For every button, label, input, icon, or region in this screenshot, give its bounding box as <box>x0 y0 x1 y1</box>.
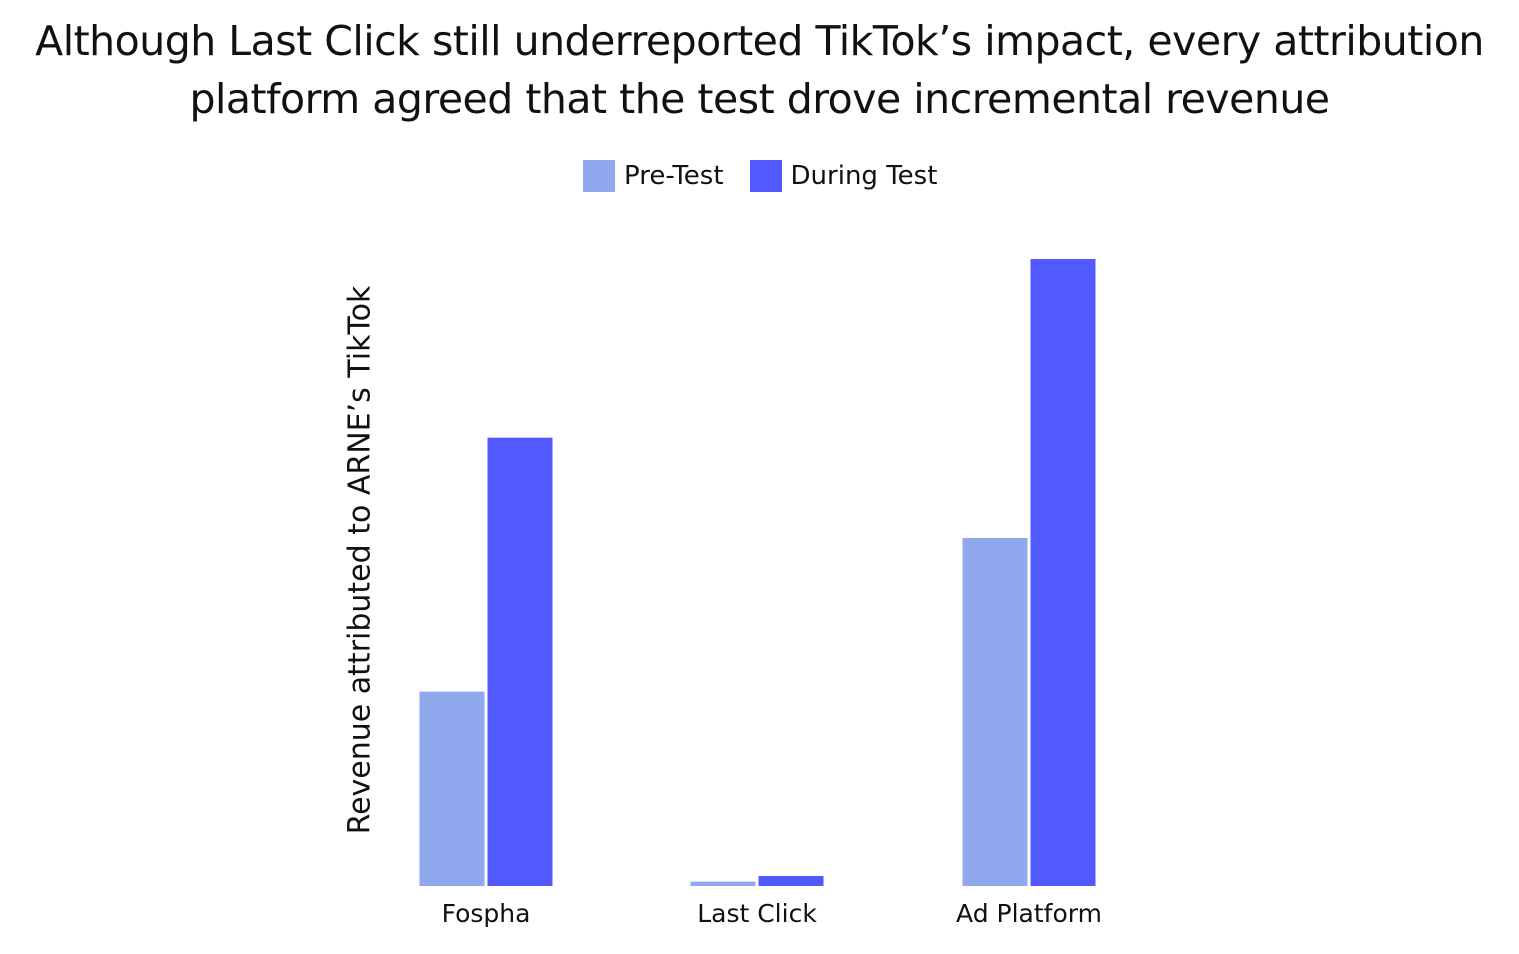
chart-title: Although Last Click still underreported … <box>35 17 1484 123</box>
legend: Pre-Test During Test <box>583 158 937 194</box>
bar-ad-platform-pre-test <box>962 538 1028 886</box>
x-tick-label-last-click: Last Click <box>697 899 817 928</box>
legend-label-pre-test: Pre-Test <box>624 161 724 191</box>
legend-label-during-test: During Test <box>790 161 938 191</box>
x-tick-label-fospha: Fospha <box>442 899 531 928</box>
legend-swatch-pre-test <box>583 160 615 192</box>
legend-item-pre-test: Pre-Test <box>583 160 724 192</box>
legend-item-during-test: During Test <box>749 160 938 192</box>
bar-ad-platform-during-test <box>1030 259 1096 886</box>
bar-fospha-pre-test <box>419 691 485 886</box>
legend-swatch-during-test <box>749 160 782 192</box>
bar-fospha-during-test <box>487 437 553 886</box>
bar-last-click-pre-test <box>690 881 756 886</box>
bar-last-click-during-test <box>758 875 824 886</box>
x-tick-label-ad-platform: Ad Platform <box>956 899 1102 928</box>
